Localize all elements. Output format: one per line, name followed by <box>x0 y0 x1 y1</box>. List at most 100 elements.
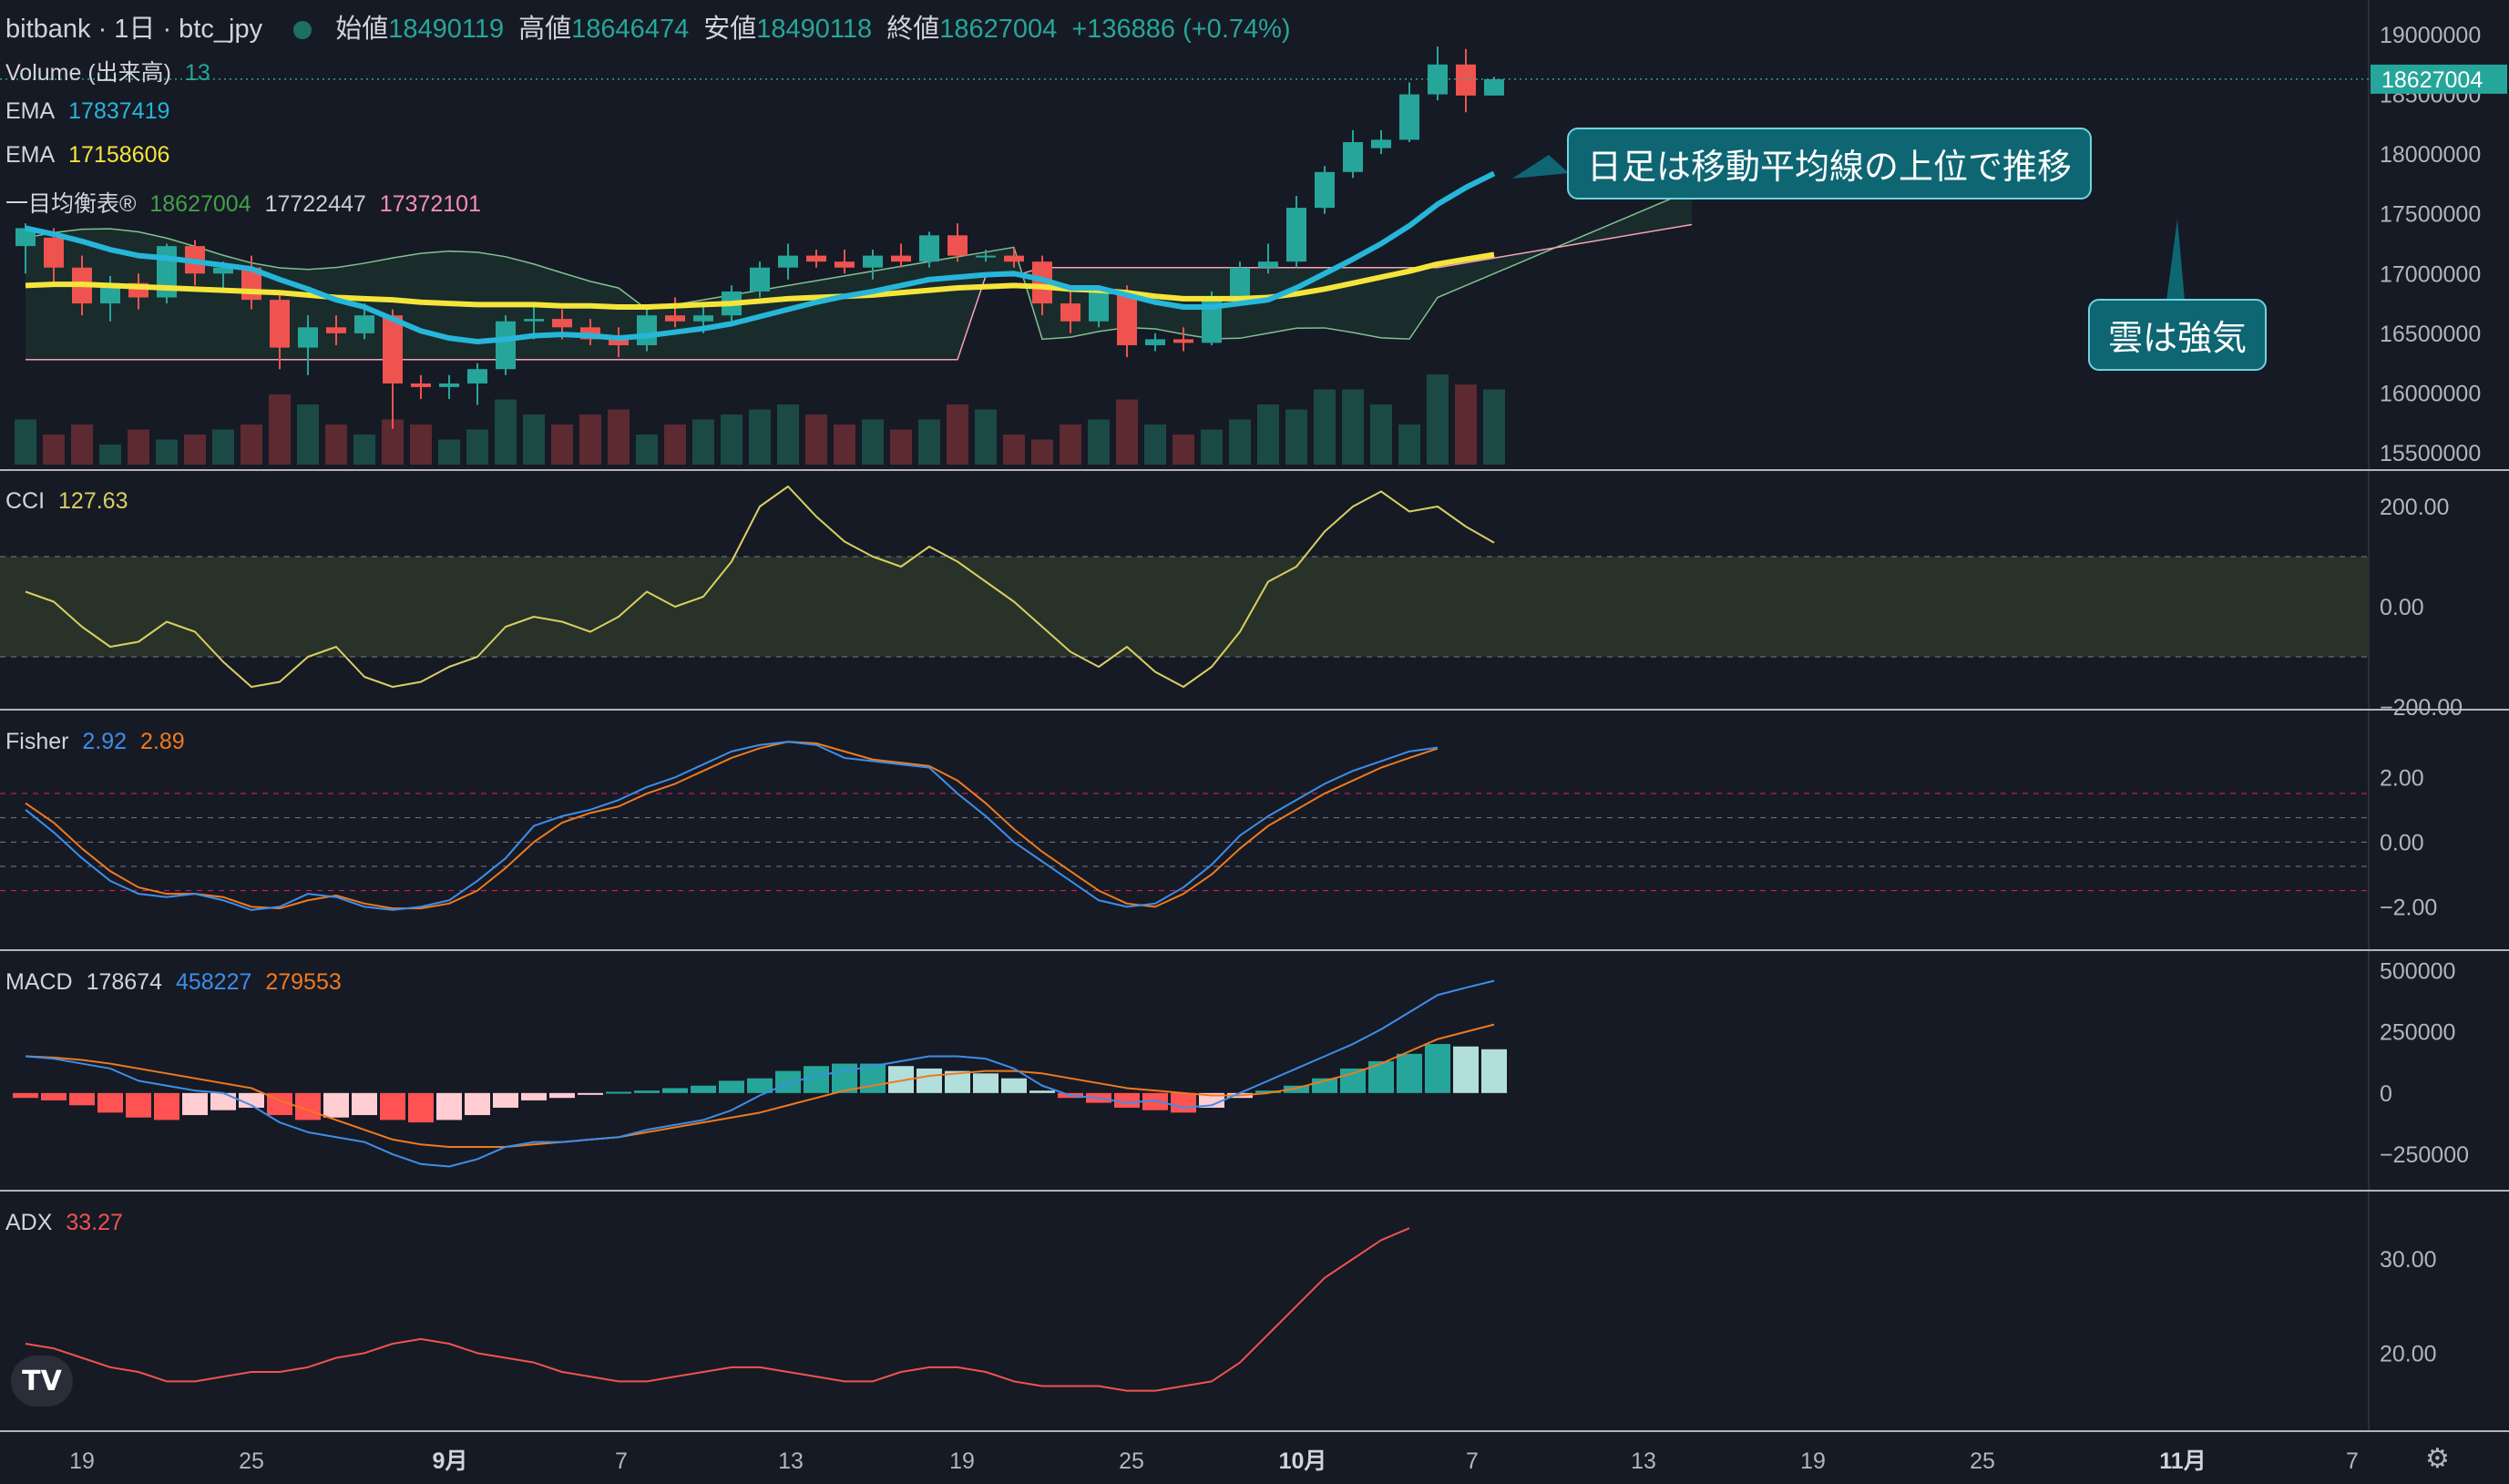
volume-bar <box>156 439 178 465</box>
candle-body <box>1230 267 1250 301</box>
ema2-label: EMA <box>5 142 56 168</box>
volume-value: 13 <box>184 60 210 86</box>
time-tick-label: 10月 <box>1279 1448 1327 1474</box>
ema-slow-line <box>25 251 1495 311</box>
candle-body <box>1060 303 1080 322</box>
fisher-tick-label: 0.00 <box>2380 830 2424 855</box>
candle-body <box>665 315 685 322</box>
macd-histogram-bar <box>1284 1085 1309 1093</box>
time-tick-label: 7 <box>615 1448 628 1474</box>
volume-bar <box>1370 404 1392 465</box>
ichimoku-label: 一目均衡表® <box>5 191 137 217</box>
volume-bar <box>325 425 347 465</box>
macd-tick-label: −250000 <box>2380 1142 2469 1168</box>
volume-bar <box>834 425 855 465</box>
volume-bar <box>890 429 912 465</box>
fisher-legend[interactable]: Fisher 2.92 2.89 <box>5 729 192 755</box>
macd-histogram-bar <box>126 1092 151 1118</box>
volume-bar <box>241 425 262 465</box>
candle-body <box>1202 300 1222 343</box>
volume-bar <box>721 414 742 465</box>
candle-body <box>1456 64 1476 96</box>
candle-body <box>1145 339 1165 345</box>
macd-histogram-bar <box>493 1092 518 1108</box>
fisher-tick-label: −2.00 <box>2380 895 2437 920</box>
volume-bar <box>636 435 658 465</box>
macd-histogram-bar <box>1397 1053 1422 1093</box>
adx-legend[interactable]: ADX 33.27 <box>5 1210 130 1236</box>
callout-cloud-pointer <box>2166 219 2185 301</box>
adx-tick-label: 30.00 <box>2380 1247 2437 1273</box>
macd-histogram-bar <box>860 1063 886 1093</box>
volume-bar <box>1088 419 1110 465</box>
gear-icon[interactable]: ⚙ <box>2425 1444 2450 1474</box>
candle-body <box>326 327 346 333</box>
macd-histogram-bar <box>1255 1090 1281 1093</box>
cci-label: CCI <box>5 488 46 514</box>
macd-histogram-bar <box>521 1092 547 1100</box>
ema1-legend[interactable]: EMA 17837419 <box>5 98 177 125</box>
macd-histogram-bar <box>1453 1046 1479 1093</box>
volume-bar <box>579 414 601 465</box>
price-tick-label: 19000000 <box>2380 23 2481 48</box>
volume-legend[interactable]: Volume (出来高) 13 <box>5 55 218 87</box>
candle-body <box>270 300 290 348</box>
candle-body <box>552 319 572 328</box>
price-tick-label: 17500000 <box>2380 202 2481 228</box>
volume-bar <box>269 394 291 465</box>
macd-tick-label: 0 <box>2380 1081 2392 1107</box>
candle-body <box>1399 94 1419 140</box>
candle-body <box>354 315 374 333</box>
candle-body <box>1004 255 1024 262</box>
candle-body <box>439 383 459 387</box>
candle-body <box>298 327 318 348</box>
macd-histogram-bar <box>578 1092 603 1095</box>
candle-body <box>467 369 487 384</box>
candle-body <box>383 315 403 384</box>
time-tick-label: 19 <box>69 1448 95 1474</box>
macd-histogram-bar <box>804 1066 829 1093</box>
callout-cloud-bullish: 雲は強気 <box>2088 299 2268 371</box>
volume-bar <box>1116 399 1138 465</box>
time-tick-label: 9月 <box>433 1448 468 1474</box>
candle-body <box>947 235 968 256</box>
macd-histogram-bar <box>210 1092 236 1110</box>
time-tick-label: 13 <box>778 1448 804 1474</box>
close-label: 終値 <box>886 15 940 44</box>
time-tick-label: 7 <box>2346 1448 2359 1474</box>
candle-body <box>15 228 36 247</box>
candle-body <box>609 339 629 345</box>
macd-histogram-bar <box>606 1091 631 1094</box>
cci-tick-label: 200.00 <box>2380 495 2449 520</box>
macd-value-1: 178674 <box>86 969 162 995</box>
symbol-title: bitbank · 1日 · btc_jpy <box>5 15 263 44</box>
macd-histogram-bar <box>917 1068 942 1093</box>
status-dot <box>293 21 312 40</box>
macd-histogram-bar <box>69 1092 95 1106</box>
macd-legend[interactable]: MACD 178674 458227 279553 <box>5 969 349 996</box>
time-tick-label: 13 <box>1631 1448 1656 1474</box>
cci-legend[interactable]: CCI 127.63 <box>5 488 135 515</box>
volume-bar <box>353 435 375 465</box>
ichimoku-value-1: 18627004 <box>149 191 251 217</box>
ichimoku-legend[interactable]: 一目均衡表® 18627004 17722447 17372101 <box>5 186 488 219</box>
macd-histogram-bar <box>323 1092 349 1118</box>
tradingview-logo-icon[interactable]: TV <box>11 1356 73 1407</box>
volume-bar <box>1229 419 1251 465</box>
volume-bar <box>1201 429 1223 465</box>
volume-bar <box>777 404 799 465</box>
volume-bar <box>438 439 460 465</box>
volume-bar <box>297 404 319 465</box>
macd-histogram-bar <box>747 1078 773 1093</box>
cci-band <box>0 557 2369 657</box>
ema2-legend[interactable]: EMA 17158606 <box>5 142 177 169</box>
macd-histogram-bar <box>1340 1068 1366 1093</box>
macd-histogram-bar <box>662 1088 688 1093</box>
candle-body <box>1117 291 1137 345</box>
macd-histogram-bar <box>549 1092 575 1099</box>
volume-bar <box>1398 425 1420 465</box>
macd-histogram-bar <box>154 1092 179 1121</box>
macd-histogram-bar <box>719 1080 744 1093</box>
